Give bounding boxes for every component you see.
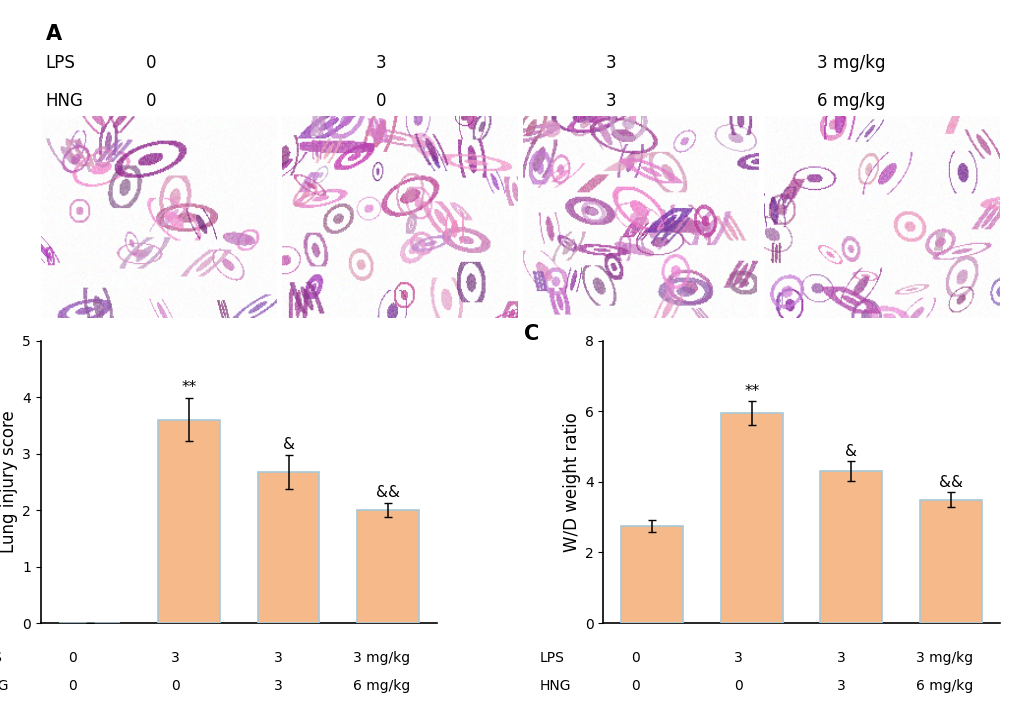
Text: 3 mg/kg: 3 mg/kg xyxy=(816,54,884,72)
Text: 3: 3 xyxy=(733,651,742,666)
Text: 0: 0 xyxy=(630,680,639,694)
Text: &&: && xyxy=(376,485,399,500)
Y-axis label: W/D weight ratio: W/D weight ratio xyxy=(562,412,580,552)
Text: 0: 0 xyxy=(376,92,386,110)
Text: &&: && xyxy=(937,474,962,490)
Text: **: ** xyxy=(181,380,197,395)
Y-axis label: Lung injury score: Lung injury score xyxy=(0,411,18,553)
Bar xyxy=(720,413,782,623)
Text: **: ** xyxy=(744,384,758,399)
Text: C: C xyxy=(524,324,539,344)
Text: 3: 3 xyxy=(605,92,616,110)
Text: HNG: HNG xyxy=(0,680,9,694)
Text: 3: 3 xyxy=(836,651,845,666)
Text: 6 mg/kg: 6 mg/kg xyxy=(353,680,410,694)
Text: &: & xyxy=(282,437,294,452)
Text: A: A xyxy=(46,24,62,44)
Text: 3 mg/kg: 3 mg/kg xyxy=(915,651,972,666)
Bar xyxy=(158,420,220,623)
Text: 0: 0 xyxy=(171,680,179,694)
Bar xyxy=(621,526,683,623)
Text: 0: 0 xyxy=(146,92,156,110)
Text: &: & xyxy=(845,445,856,459)
Text: 0: 0 xyxy=(68,651,76,666)
Text: 0: 0 xyxy=(630,651,639,666)
Bar xyxy=(919,500,980,623)
Text: 3: 3 xyxy=(836,680,845,694)
Text: 3: 3 xyxy=(274,680,282,694)
Bar xyxy=(819,472,881,623)
Text: HNG: HNG xyxy=(539,680,571,694)
Text: LPS: LPS xyxy=(46,54,75,72)
Text: 0: 0 xyxy=(733,680,742,694)
Text: 0: 0 xyxy=(146,54,156,72)
Text: 3: 3 xyxy=(605,54,616,72)
Text: 6 mg/kg: 6 mg/kg xyxy=(816,92,884,110)
Text: 0: 0 xyxy=(68,680,76,694)
Text: LPS: LPS xyxy=(0,651,2,666)
Text: 3: 3 xyxy=(171,651,179,666)
Bar xyxy=(258,472,319,623)
Text: HNG: HNG xyxy=(46,92,84,110)
Text: 3 mg/kg: 3 mg/kg xyxy=(353,651,410,666)
Text: 3: 3 xyxy=(274,651,282,666)
Text: 3: 3 xyxy=(375,54,386,72)
Text: 6 mg/kg: 6 mg/kg xyxy=(915,680,972,694)
Bar xyxy=(357,510,419,623)
Text: LPS: LPS xyxy=(539,651,565,666)
